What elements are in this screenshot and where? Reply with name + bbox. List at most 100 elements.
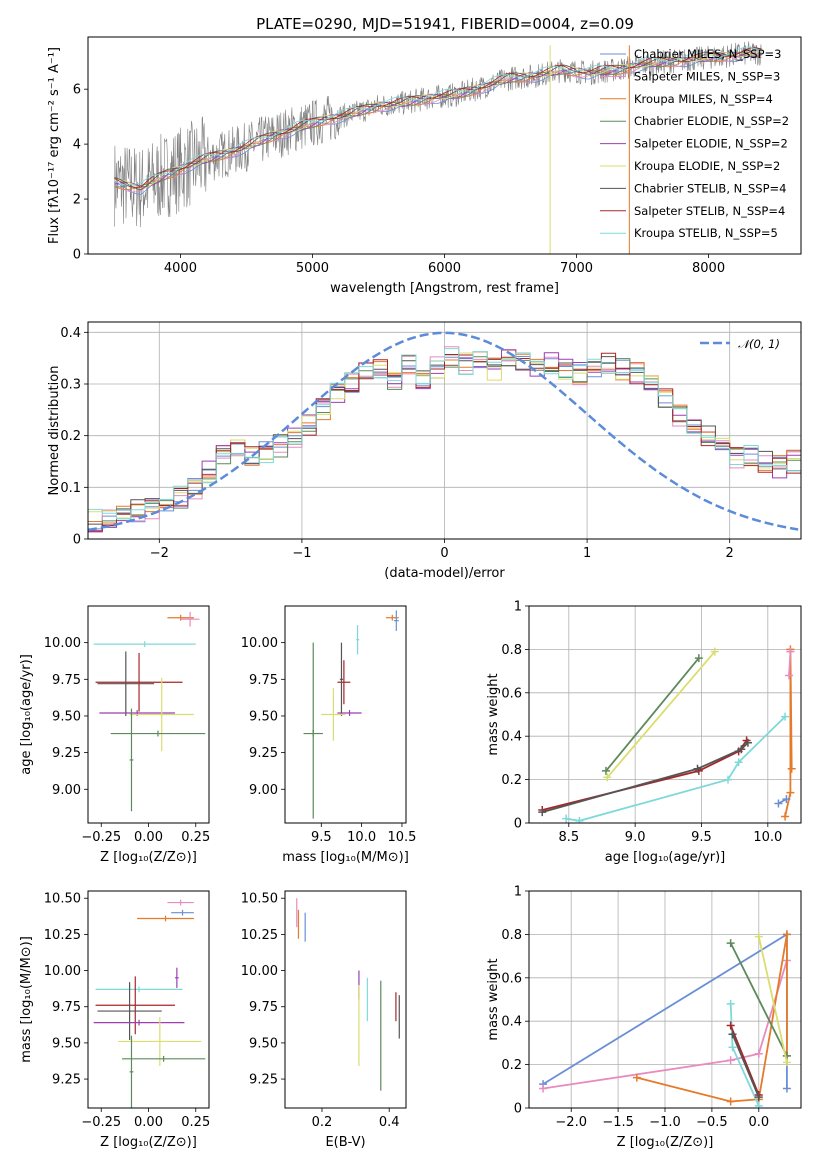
y-tick-label: 10.25 <box>44 928 81 943</box>
legend-label-normal: 𝒩(0, 1) <box>738 337 780 351</box>
y-tick-label: 0.3 <box>60 378 81 393</box>
y-tick-label: 0 <box>514 817 522 832</box>
y-tick-label: 9.25 <box>249 746 278 761</box>
legend-label-6: Chabrier STELIB, N_SSP=4 <box>634 181 786 195</box>
series-line-7 <box>731 1033 760 1098</box>
series-marker-5 <box>786 788 795 797</box>
axes-frame <box>528 605 802 824</box>
y-tick-label: 0.4 <box>501 1015 522 1030</box>
series-line-6 <box>729 1025 760 1096</box>
errorbar-point-8 <box>118 1016 202 1067</box>
legend-label-2: Kroupa MILES, N_SSP=4 <box>634 92 773 106</box>
y-tick-label: 9.50 <box>249 709 278 724</box>
series-marker-2 <box>632 1073 641 1082</box>
series-line-4 <box>757 936 788 1063</box>
panel-residuals: −2 −1 0 1 2 0 0.1 0.2 0.3 0.4 (data-model)/error No… <box>47 321 802 581</box>
errorbar-point-3 <box>95 652 183 712</box>
errorbar-point-1 <box>171 909 194 916</box>
plot-area-mass-weight-vs-age <box>529 606 801 823</box>
x-tick-label: 1 <box>583 546 591 561</box>
x-tick-label: 0 <box>440 546 448 561</box>
series-line-5 <box>784 649 793 817</box>
series-marker-1 <box>539 1084 548 1093</box>
y-tick-label: 2 <box>73 193 81 208</box>
y-tick-label: 0.2 <box>501 773 522 788</box>
y-tick-label: 0.1 <box>60 481 81 496</box>
errorbar-point-1 <box>180 611 200 627</box>
series-marker-4 <box>781 712 790 721</box>
y-tick-label: 0 <box>73 248 81 263</box>
legend-label-1: Salpeter MILES, N_SSP=3 <box>634 69 780 83</box>
legend-label-8: Kroupa STELIB, N_SSP=5 <box>634 226 778 240</box>
axes-frame <box>87 36 802 255</box>
errorbar-point-6 <box>129 677 194 752</box>
y-tick-label: 10.25 <box>241 928 278 943</box>
y-tick-label: 9.75 <box>52 673 81 688</box>
y-tick-label: 10.00 <box>44 964 81 979</box>
axes-frame <box>284 890 407 1109</box>
x-tick-label: 7000 <box>560 261 593 276</box>
x-tick-label: 5000 <box>296 261 329 276</box>
series-line-3 <box>729 942 788 1057</box>
series-marker-7 <box>786 647 795 656</box>
panel-mass-vs-Z: −0.25 0.00 0.25 9.25 9.50 9.75 10.00 10.25 10.50… <box>19 890 210 1150</box>
x-axis-label: Z [log₁₀(Z/Z⊙)] <box>100 850 197 865</box>
plot-area-spectrum <box>114 41 762 254</box>
axes-frame <box>87 890 210 1109</box>
errorbar-point-0 <box>167 899 194 906</box>
y-axis-label: Flux [fλ10⁻¹⁷ erg cm⁻² s⁻¹ A⁻¹] <box>47 47 62 244</box>
y-tick-label: 9.75 <box>249 673 278 688</box>
legend-label-3: Chabrier ELODIE, N_SSP=2 <box>634 114 789 128</box>
histogram-5 <box>88 352 801 519</box>
x-tick-label: −1.5 <box>602 1115 634 1130</box>
series-marker-0 <box>782 1084 791 1093</box>
series-marker-4 <box>724 775 733 784</box>
series-marker-2 <box>782 930 791 939</box>
x-tick-label: 8.5 <box>558 830 579 845</box>
x-tick-label: 9.0 <box>625 830 646 845</box>
panel-mass-weight-vs-Z: −2.0 −1.5 −1.0 −0.5 0.0 0 0.2 0.4 0.6 0.8 1 Z [log₁… <box>486 885 802 1150</box>
x-tick-label: −0.5 <box>696 1115 728 1130</box>
x-axis-label: age [log₁₀(age/yr)] <box>605 850 726 865</box>
x-tick-label: 9.5 <box>691 830 712 845</box>
model-line-4 <box>114 51 762 188</box>
y-tick-label: 9.75 <box>249 1000 278 1015</box>
legend-label-4: Salpeter ELODIE, N_SSP=2 <box>634 137 788 151</box>
y-tick-label: 10.50 <box>241 892 278 907</box>
legend-label-5: Kroupa ELODIE, N_SSP=2 <box>634 159 780 173</box>
y-axis-label: age [log₁₀(age/yr)] <box>19 654 34 775</box>
x-tick-label: −2 <box>150 546 169 561</box>
series-marker-1 <box>726 1056 735 1065</box>
series-marker-1 <box>710 647 719 656</box>
series-marker-4 <box>734 758 743 767</box>
errorbar-point-4 <box>97 651 155 716</box>
axes-frame <box>284 605 407 824</box>
series-marker-1 <box>603 773 612 782</box>
x-tick-label: 0.25 <box>181 830 210 845</box>
y-tick-label: 0 <box>514 1102 522 1117</box>
x-tick-label: 10.0 <box>753 830 782 845</box>
errorbar-point-2 <box>93 641 196 648</box>
x-axis-label: Z [log₁₀(Z/Z⊙)] <box>100 1135 197 1150</box>
y-tick-label: 1 <box>514 600 522 615</box>
y-tick-label: 9.50 <box>249 1036 278 1051</box>
series-marker-4 <box>575 816 584 823</box>
y-axis-label: mass weight <box>486 958 501 1040</box>
x-tick-label: 0.25 <box>181 1115 210 1130</box>
x-tick-label: 0.00 <box>134 830 163 845</box>
x-tick-label: −2.0 <box>555 1115 587 1130</box>
series-line-4 <box>566 716 786 822</box>
series-line-2 <box>542 739 748 811</box>
x-tick-label: −1 <box>292 546 311 561</box>
x-tick-label: 0.0 <box>748 1115 769 1130</box>
axes-frame <box>528 890 802 1109</box>
observed-spectrum <box>114 41 762 228</box>
legend-label-7: Salpeter STELIB, N_SSP=4 <box>634 204 785 218</box>
panel-mass-weight-vs-age: 8.5 9.0 9.5 10.0 0 0.2 0.4 0.6 0.8 1 age [log₁₀(ag… <box>486 600 802 865</box>
series-marker-3 <box>743 738 752 747</box>
series-marker-4 <box>562 814 571 823</box>
y-tick-label: 10.50 <box>44 892 81 907</box>
model-line-8 <box>114 46 762 186</box>
errorbar-point-4 <box>339 642 344 716</box>
